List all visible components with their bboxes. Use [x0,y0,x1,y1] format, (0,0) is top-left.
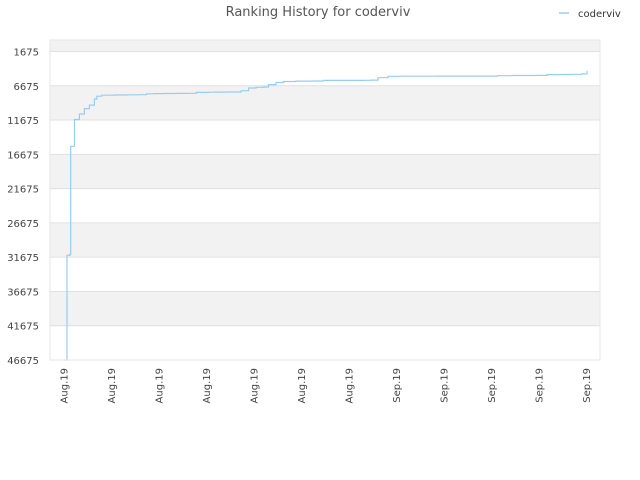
x-tick-label: Aug.19 [60,368,71,403]
background-band [50,154,600,189]
x-tick-label: Sep.19 [487,368,498,403]
x-tick-label: Sep.19 [392,368,403,403]
y-axis: 1675 6675 11675 16675 21675 26675 31675 36675 41… [7,47,39,367]
series-layer [64,70,588,361]
background-band [50,222,600,258]
legend-label-coderviv: coderviv [578,9,621,20]
x-tick-label: Aug.19 [155,368,166,403]
x-tick-label: Sep.19 [440,368,451,403]
background-band [50,85,600,121]
x-tick-label: Aug.19 [202,368,213,403]
chart-title: Ranking History for coderviv [226,5,411,20]
y-tick-label: 11675 [7,116,39,127]
y-tick-label: 6675 [14,82,39,93]
y-tick-label: 1675 [14,47,39,58]
y-tick-label: 46675 [7,356,39,367]
background-band [50,291,600,326]
y-tick-label: 36675 [7,287,39,298]
y-tick-label: 21675 [7,185,39,196]
x-tick-label: Aug.19 [250,368,261,403]
x-axis: Aug.19 Aug.19 Aug.19 Aug.19 Aug.19 Aug.19 Aug.… [60,368,594,403]
y-tick-label: 26675 [7,219,39,230]
x-tick-label: Aug.19 [107,368,118,403]
plot-frame [49,39,601,361]
series-line-coderviv [64,70,588,361]
background-bands [50,40,600,326]
y-tick-label: 31675 [7,253,39,264]
x-tick-label: Aug.19 [297,368,308,403]
x-tick-label: Sep.19 [535,368,546,403]
background-band [50,40,600,52]
y-tick-label: 16675 [7,150,39,161]
legend[interactable]: coderviv [559,9,621,20]
x-tick-label: Aug.19 [345,368,356,403]
x-tick-label: Sep.19 [582,368,593,403]
y-tick-label: 41675 [7,322,39,333]
